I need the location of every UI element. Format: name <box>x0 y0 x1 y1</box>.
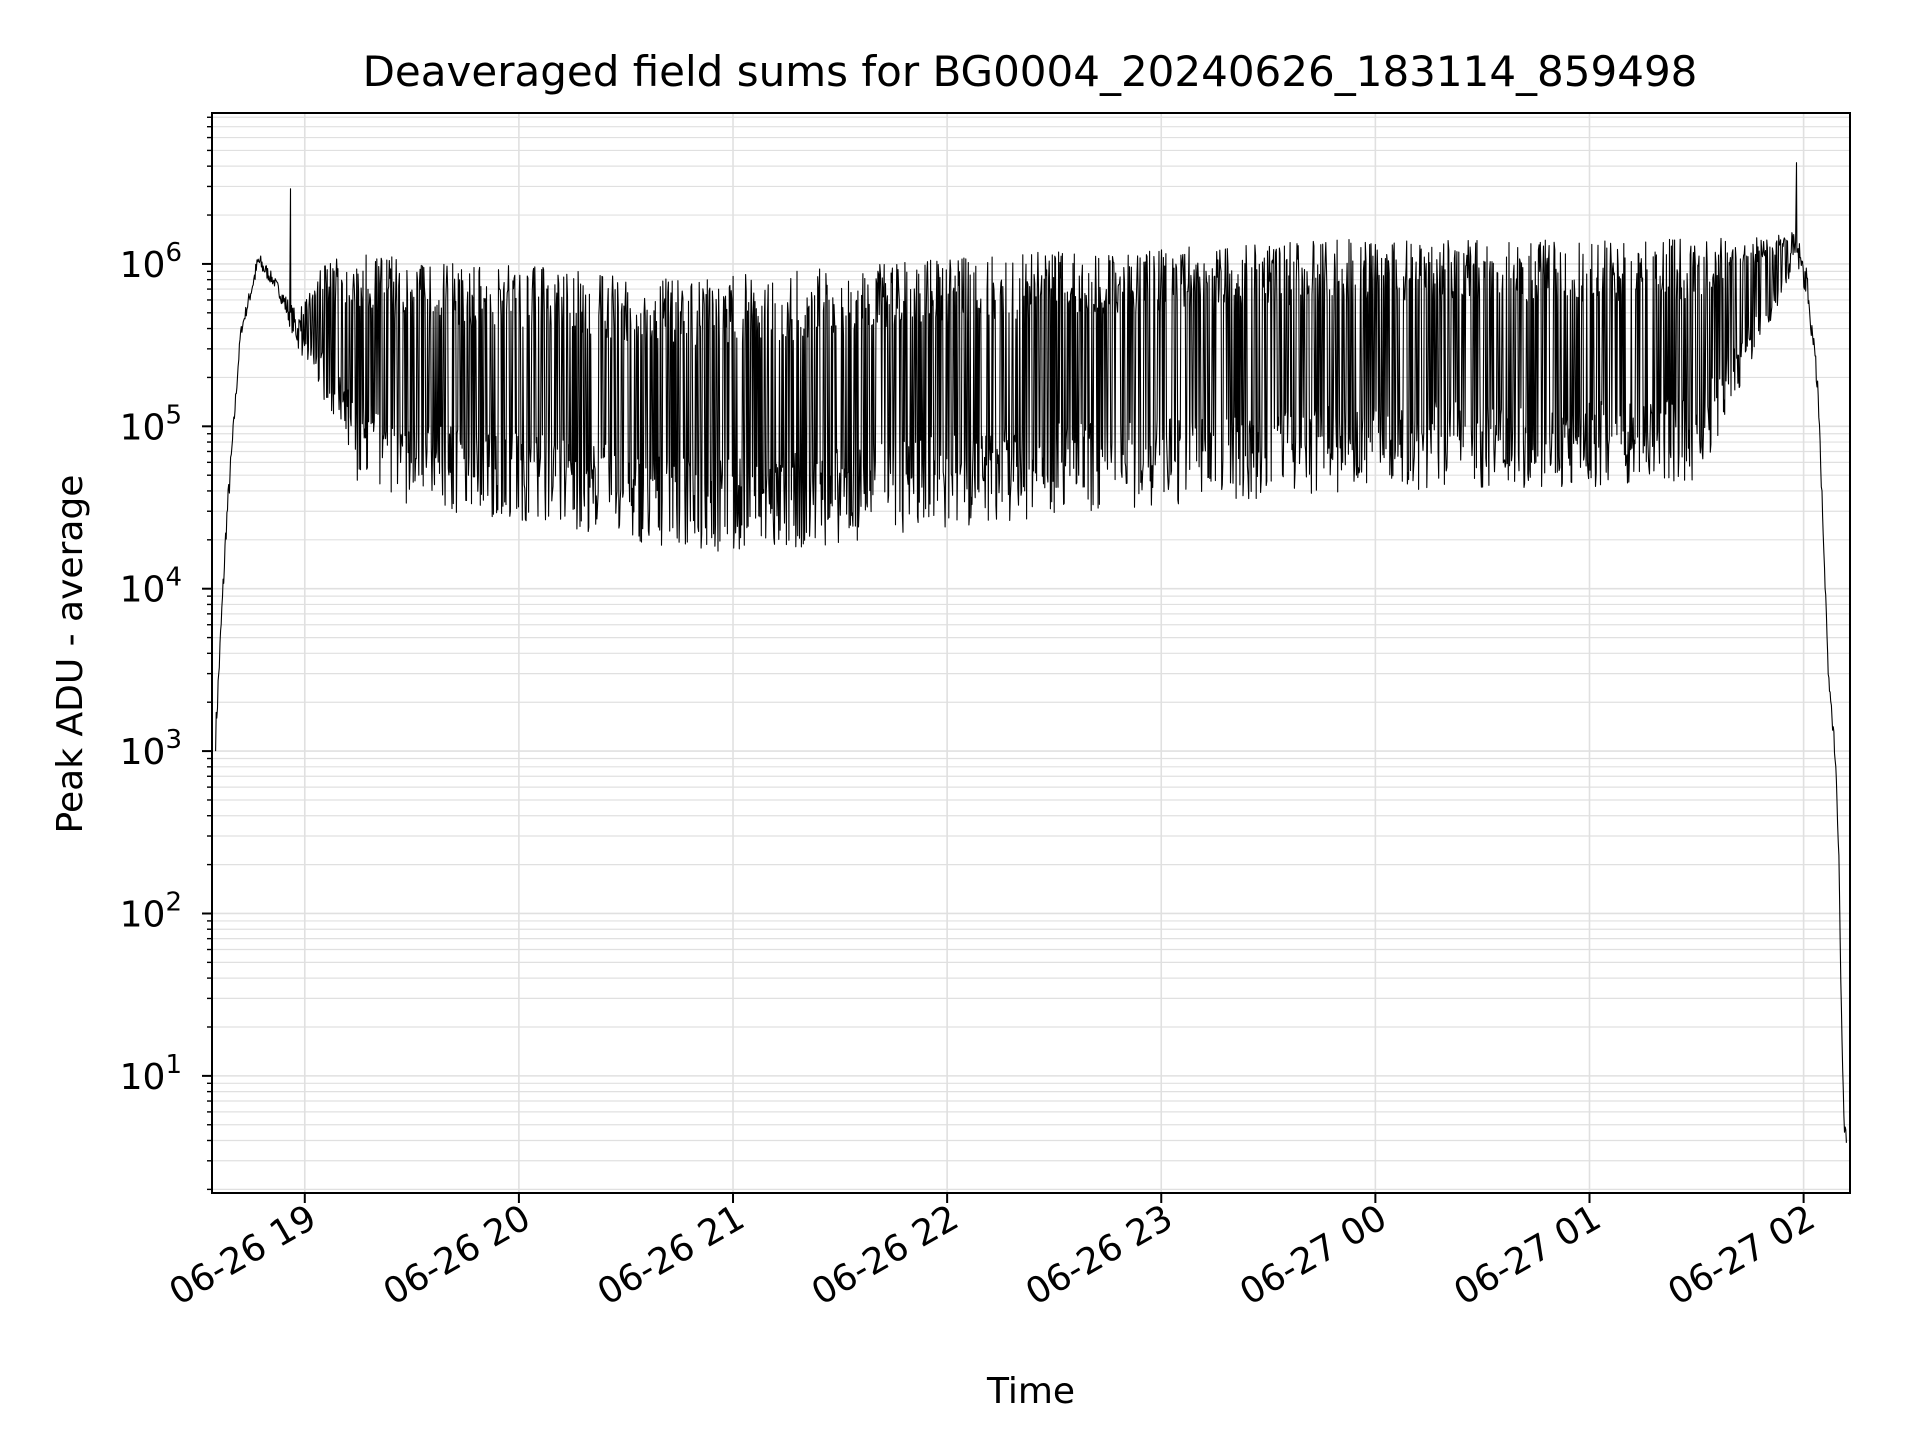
y-tick-label: 102 <box>120 887 182 935</box>
x-axis-ticks: 06-26 19 06-26 20 06-26 21 06-26 22 06-26 23… <box>163 1193 1822 1314</box>
y-axis-label: Peak ADU - average <box>50 475 91 834</box>
x-tick-label: 06-27 02 <box>1661 1197 1822 1313</box>
y-tick-exponent: 5 <box>165 400 182 430</box>
x-tick-label: 06-26 23 <box>1019 1197 1180 1313</box>
y-tick-base: 10 <box>120 245 166 286</box>
y-tick-label: 105 <box>120 400 182 448</box>
y-tick-base: 10 <box>120 407 166 448</box>
y-tick-exponent: 1 <box>165 1050 182 1080</box>
y-tick-label: 101 <box>120 1050 182 1098</box>
y-tick-base: 10 <box>120 570 166 611</box>
data-line <box>215 162 1847 1143</box>
y-tick-exponent: 6 <box>165 238 182 268</box>
y-tick-label: 104 <box>120 563 182 611</box>
x-axis-label: Time <box>986 1371 1075 1412</box>
x-tick-label: 06-26 22 <box>805 1197 966 1313</box>
x-tick-label: 06-26 21 <box>591 1197 752 1313</box>
x-tick-label: 06-27 00 <box>1233 1197 1394 1313</box>
y-tick-exponent: 2 <box>165 887 182 917</box>
y-tick-exponent: 4 <box>165 563 182 593</box>
y-tick-label: 103 <box>120 725 182 773</box>
x-tick-label: 06-26 20 <box>377 1197 538 1313</box>
y-tick-base: 10 <box>120 1057 166 1098</box>
x-tick-label: 06-27 01 <box>1447 1197 1608 1313</box>
chart-title: Deaveraged field sums for BG0004_2024062… <box>363 47 1698 96</box>
x-tick-label: 06-26 19 <box>163 1197 324 1313</box>
y-tick-exponent: 3 <box>165 725 182 755</box>
series-line <box>215 162 1847 1143</box>
y-tick-label: 106 <box>120 238 182 286</box>
y-tick-base: 10 <box>120 732 166 773</box>
y-tick-base: 10 <box>120 894 166 935</box>
